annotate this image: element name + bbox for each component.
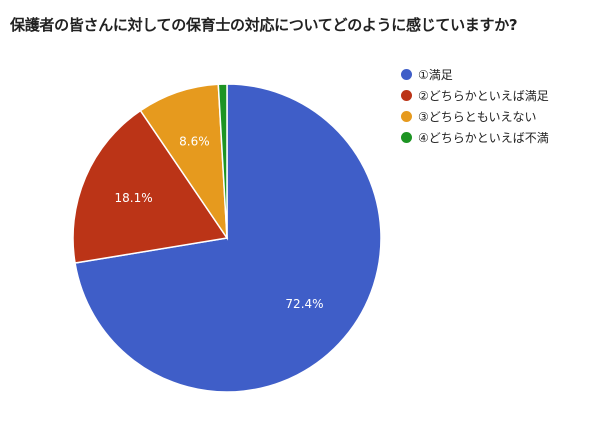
legend-item-4: ④どちらかといえば不満: [401, 127, 549, 148]
legend-item-1: ①満足: [401, 64, 549, 85]
slice-label-3: 8.6%: [179, 135, 210, 149]
chart-title: 保護者の皆さんに対しての保育士の対応についてどのように感じていますか?: [10, 16, 518, 34]
chart-legend: ①満足 ②どちらかといえば満足 ③どちらともいえない ④どちらかといえば不満: [401, 64, 549, 148]
pie-slice-2: [72, 109, 229, 264]
pie-slice-1: [74, 83, 382, 393]
slice-label-2: 18.1%: [115, 191, 153, 205]
legend-item-2: ②どちらかといえば満足: [401, 85, 549, 106]
pie-slice-3: [139, 83, 228, 241]
legend-item-3: ③どちらともいえない: [401, 106, 549, 127]
legend-label-3: ③どちらともいえない: [418, 110, 537, 124]
legend-label-2: ②どちらかといえば満足: [418, 89, 549, 103]
legend-swatch-2: [401, 90, 412, 101]
legend-label-4: ④どちらかといえば不満: [418, 131, 549, 145]
legend-swatch-4: [401, 132, 412, 143]
legend-swatch-3: [401, 111, 412, 122]
legend-label-1: ①満足: [418, 68, 453, 82]
legend-swatch-1: [401, 69, 412, 80]
pie-slice-4: [217, 83, 228, 239]
slice-label-1: 72.4%: [285, 297, 323, 311]
